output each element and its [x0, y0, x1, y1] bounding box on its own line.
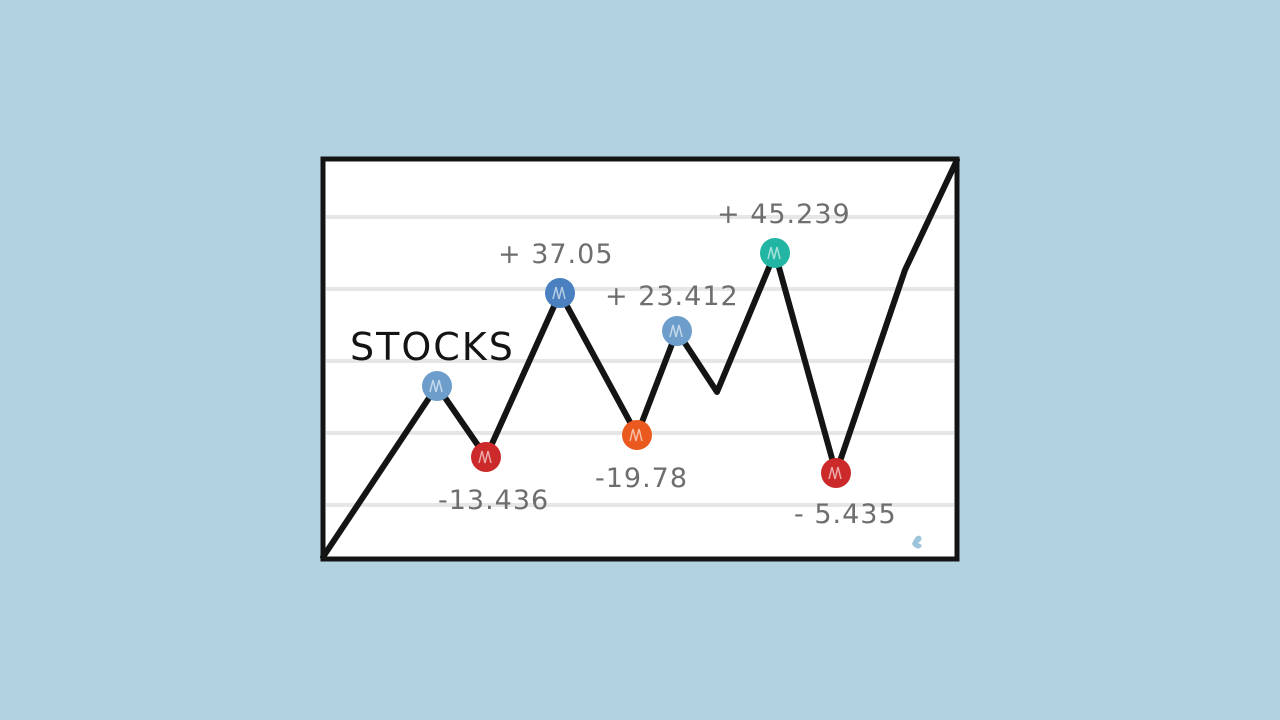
signature-mark	[912, 535, 922, 549]
data-point-label: -19.78	[595, 463, 688, 494]
chart-title: STOCKS	[350, 325, 515, 369]
marker-scribble	[478, 450, 492, 464]
marker-scribble	[828, 466, 842, 480]
data-point-label: - 5.435	[794, 499, 897, 530]
data-point-label: -13.436	[438, 485, 549, 516]
grid	[326, 215, 954, 507]
marker-scribble	[669, 324, 683, 338]
marker-scribble	[629, 428, 643, 442]
value-label-layer: -13.436 + 37.05 -19.78 + 23.412 + 45.239 - 5.…	[438, 199, 897, 530]
marker-scribble	[429, 379, 443, 393]
marker-scribble	[552, 286, 566, 300]
data-point-label: + 23.412	[605, 281, 739, 312]
data-point-label: + 45.239	[717, 199, 851, 230]
marker-layer	[422, 238, 851, 488]
data-point-label: + 37.05	[498, 239, 614, 270]
marker-scribble	[767, 246, 781, 260]
